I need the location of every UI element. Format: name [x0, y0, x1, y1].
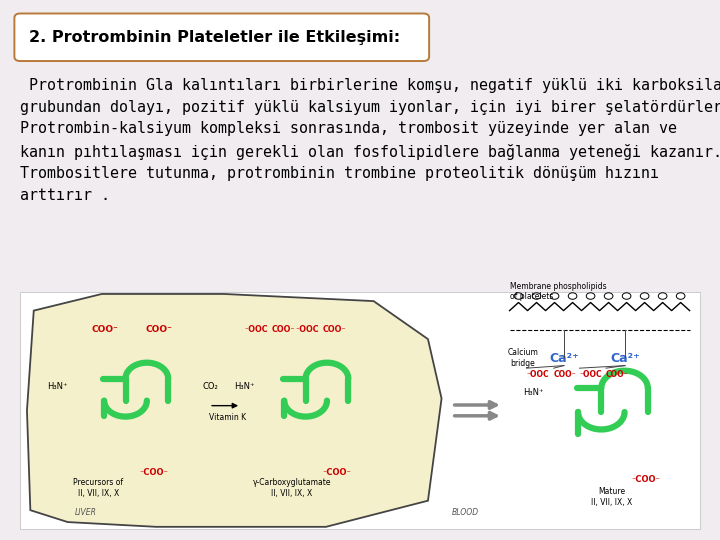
Text: H₃N⁺: H₃N⁺: [48, 382, 68, 391]
Text: ⁻COO⁻: ⁻COO⁻: [139, 468, 168, 477]
Text: COO⁻: COO⁻: [271, 325, 295, 334]
Polygon shape: [27, 294, 441, 527]
Text: ⁻COO⁻: ⁻COO⁻: [632, 475, 661, 484]
Text: COO⁻: COO⁻: [323, 325, 346, 334]
Text: ⁻OOC: ⁻OOC: [295, 325, 319, 334]
Text: Ca²⁺: Ca²⁺: [549, 352, 579, 365]
Text: ⁻OOC: ⁻OOC: [526, 370, 549, 379]
Text: ⁻COO⁻: ⁻COO⁻: [323, 468, 351, 477]
Text: BLOOD: BLOOD: [451, 508, 479, 517]
FancyBboxPatch shape: [14, 14, 429, 61]
Text: Precursors of
II, VII, IX, X: Precursors of II, VII, IX, X: [73, 478, 123, 498]
Text: COO⁻: COO⁻: [606, 370, 629, 379]
Text: H₃N⁺: H₃N⁺: [523, 388, 544, 397]
Text: γ-Carboxyglutamate
II, VII, IX, X: γ-Carboxyglutamate II, VII, IX, X: [253, 478, 331, 498]
Text: COO⁻: COO⁻: [91, 325, 118, 334]
Text: H₃N⁺: H₃N⁺: [234, 382, 255, 391]
Text: COO⁻: COO⁻: [146, 325, 173, 334]
Text: LIVER: LIVER: [75, 508, 96, 517]
Text: COO⁻: COO⁻: [554, 370, 576, 379]
Text: ⁻OOC: ⁻OOC: [245, 325, 268, 334]
FancyBboxPatch shape: [20, 292, 700, 529]
Text: CO₂: CO₂: [202, 382, 218, 391]
Text: Protrombinin Gla kalıntıları birbirlerine komşu, negatif yüklü iki karboksilat
g: Protrombinin Gla kalıntıları birbirlerin…: [20, 78, 720, 203]
Text: ⁻OOC: ⁻OOC: [580, 370, 602, 379]
Text: Calcium
bridge: Calcium bridge: [508, 348, 539, 368]
Text: Vitamin K: Vitamin K: [209, 413, 246, 422]
Text: 2. Protrombinin Plateletler ile Etkileşimi:: 2. Protrombinin Plateletler ile Etkileşi…: [29, 30, 400, 45]
Text: Membrane phospholipids
of platelets: Membrane phospholipids of platelets: [510, 282, 606, 301]
Text: Ca²⁺: Ca²⁺: [611, 352, 640, 365]
Text: Mature
II, VII, IX, X: Mature II, VII, IX, X: [591, 487, 632, 508]
